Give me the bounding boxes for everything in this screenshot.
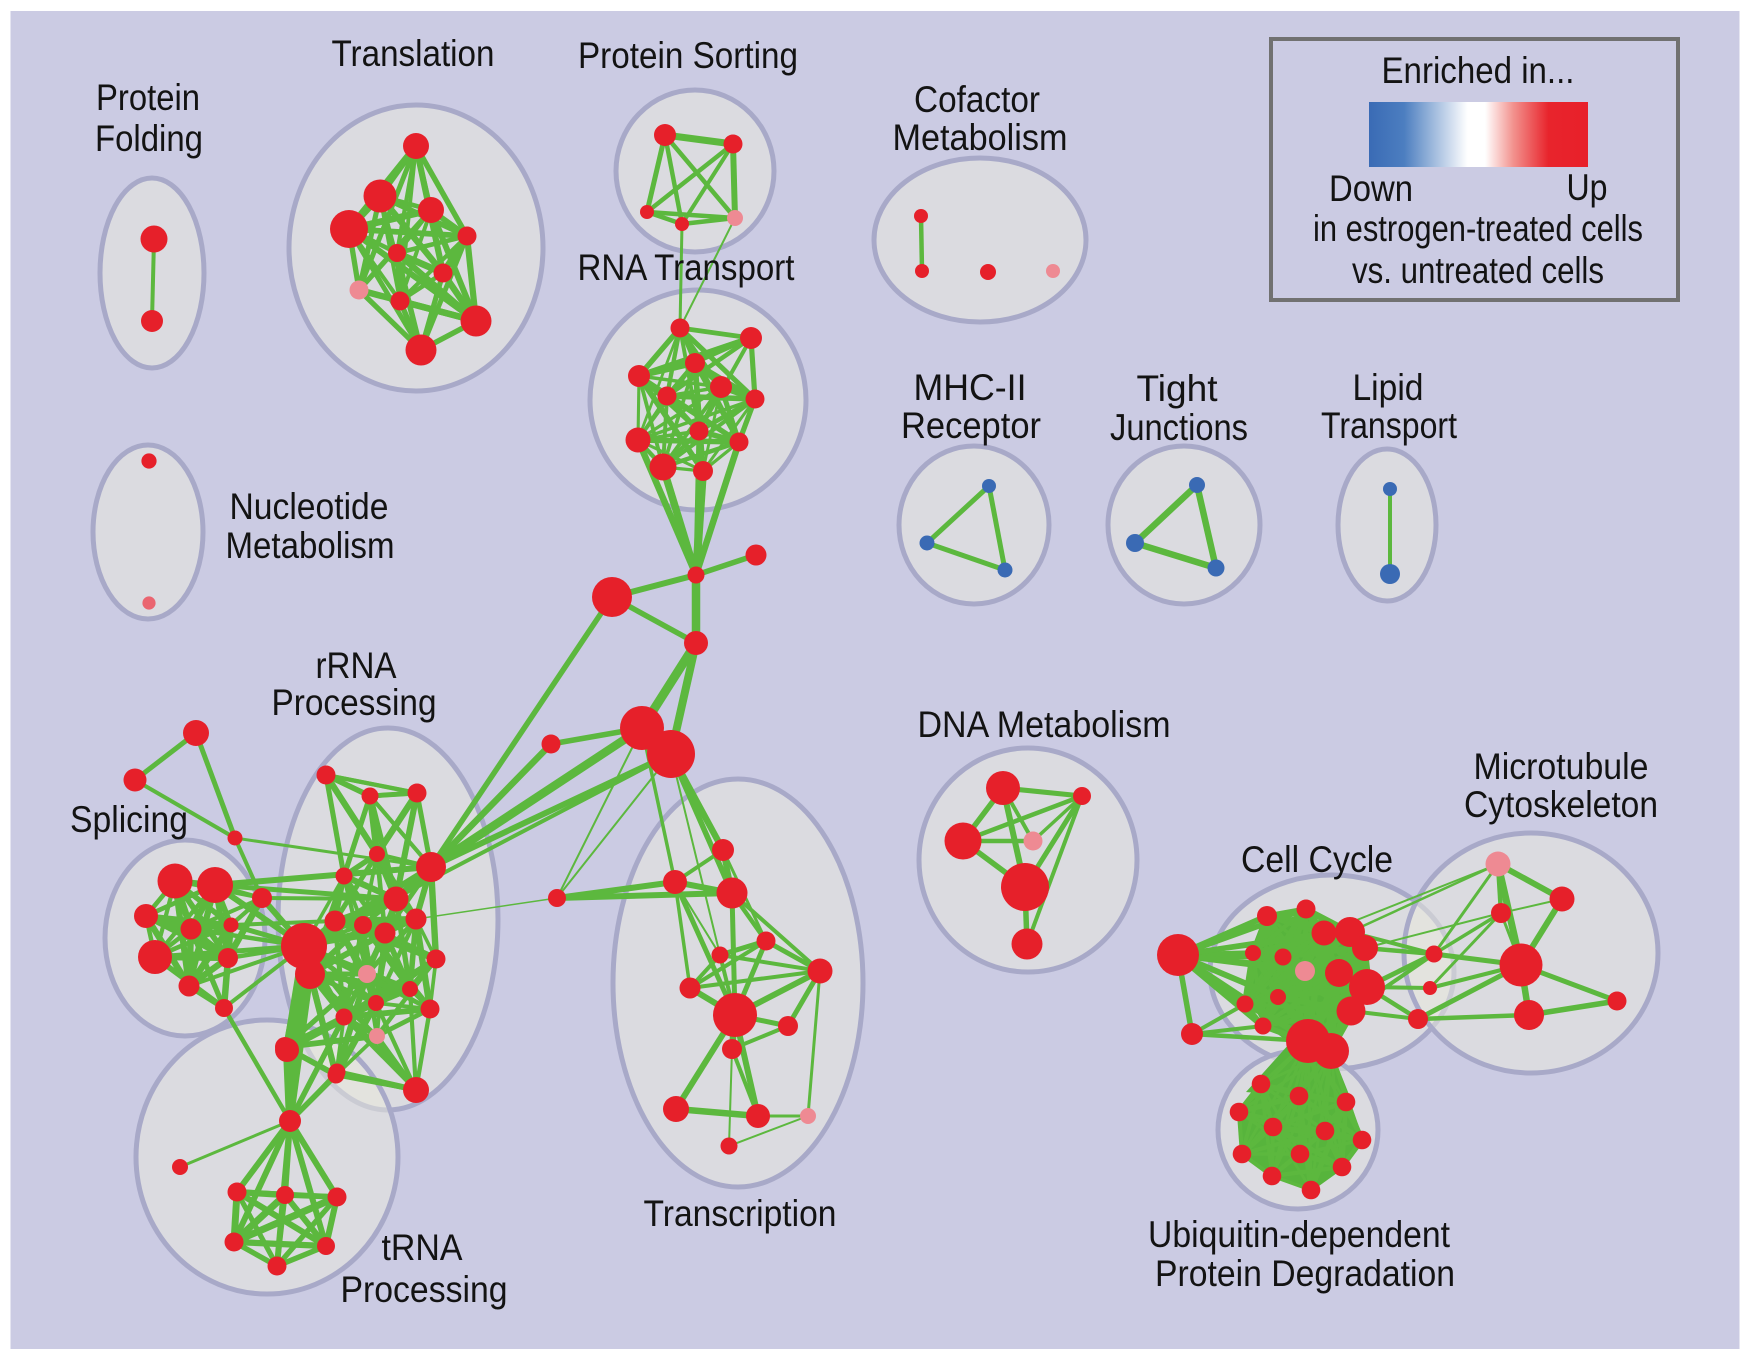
svg-text:Cofactor: Cofactor (914, 79, 1040, 120)
svg-text:vs. untreated cells: vs. untreated cells (1352, 250, 1604, 291)
svg-text:in estrogen-treated cells: in estrogen-treated cells (1313, 208, 1643, 249)
svg-text:Transport: Transport (1321, 405, 1458, 446)
svg-text:rRNA: rRNA (316, 645, 397, 686)
svg-text:Cell Cycle: Cell Cycle (1241, 839, 1393, 880)
svg-text:tRNA: tRNA (382, 1227, 463, 1268)
svg-text:Microtubule: Microtubule (1474, 746, 1649, 787)
svg-text:Protein Degradation: Protein Degradation (1155, 1253, 1455, 1294)
svg-text:Receptor: Receptor (901, 405, 1041, 446)
svg-text:Cytoskeleton: Cytoskeleton (1464, 784, 1658, 825)
svg-text:Junctions: Junctions (1110, 407, 1248, 448)
svg-text:Folding: Folding (95, 118, 203, 159)
svg-text:Up: Up (1567, 167, 1608, 208)
svg-text:Lipid: Lipid (1353, 367, 1424, 408)
svg-text:DNA Metabolism: DNA Metabolism (918, 704, 1171, 745)
svg-text:RNA Transport: RNA Transport (578, 247, 796, 288)
svg-text:Metabolism: Metabolism (226, 525, 395, 566)
svg-text:Enriched in...: Enriched in... (1382, 50, 1575, 91)
svg-text:Transcription: Transcription (644, 1193, 837, 1234)
svg-text:MHC-II: MHC-II (914, 367, 1027, 408)
svg-text:Translation: Translation (332, 33, 495, 74)
svg-text:Ubiquitin-dependent: Ubiquitin-dependent (1148, 1214, 1451, 1255)
svg-text:Down: Down (1329, 168, 1413, 209)
svg-text:Processing: Processing (272, 682, 437, 723)
svg-text:Tight: Tight (1137, 368, 1219, 409)
svg-text:Protein Sorting: Protein Sorting (578, 35, 798, 76)
svg-text:Nucleotide: Nucleotide (230, 486, 389, 527)
svg-text:Protein: Protein (96, 77, 200, 118)
svg-text:Splicing: Splicing (70, 799, 188, 840)
svg-text:Metabolism: Metabolism (893, 117, 1068, 158)
svg-text:Processing: Processing (341, 1269, 508, 1310)
